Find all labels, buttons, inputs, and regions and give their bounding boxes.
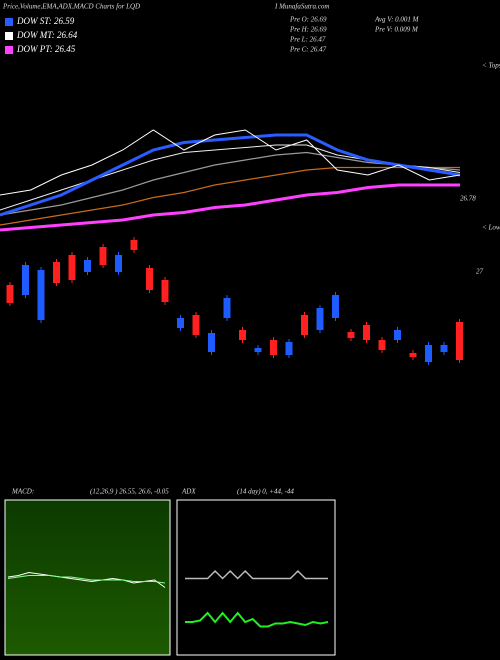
ema-line bbox=[0, 129, 461, 196]
legend-label: DOW ST: 26.59 bbox=[16, 16, 75, 26]
price-stat: Pre H: 26.69 bbox=[289, 26, 327, 34]
candle-body bbox=[378, 340, 386, 350]
price-stat: Pre C: 26.47 bbox=[289, 46, 327, 54]
candle-body bbox=[425, 345, 432, 362]
tops-label: < Tops bbox=[482, 62, 500, 70]
candle-body bbox=[239, 330, 246, 340]
plot: DOW ST: 26.59 DOW MT: 26.64 DOW PT: 26.45 P… bbox=[0, 16, 484, 628]
macd-panel bbox=[4, 499, 171, 656]
adx-line bbox=[185, 611, 329, 628]
candle-body bbox=[177, 318, 184, 328]
volume-stat: Avg V: 0.001 M bbox=[374, 16, 420, 24]
adx-panel bbox=[176, 499, 336, 656]
candle-body bbox=[68, 255, 76, 280]
candle-body bbox=[208, 333, 215, 352]
volume-stat: Pre V: 0.009 M bbox=[374, 26, 419, 34]
candle-body bbox=[22, 265, 29, 295]
candle-body bbox=[99, 247, 107, 265]
macd-line bbox=[7, 575, 166, 584]
candle-body bbox=[316, 308, 324, 330]
candle-body bbox=[332, 295, 339, 318]
candle-body bbox=[285, 342, 293, 355]
candle-body bbox=[161, 280, 169, 302]
ema-line bbox=[0, 144, 461, 211]
legend-swatch bbox=[5, 18, 13, 26]
legend-label: DOW PT: 26.45 bbox=[16, 44, 76, 54]
macd-params: (12,26,9 ) 26.55, 26.6, -0.05 bbox=[90, 488, 169, 496]
adx-params: (14 day) 0, +44, -44 bbox=[237, 488, 294, 496]
candle-body bbox=[456, 322, 463, 360]
legend-swatch bbox=[5, 46, 13, 54]
candle-body bbox=[270, 340, 277, 355]
candle-body bbox=[409, 353, 417, 357]
candle-body bbox=[37, 270, 45, 320]
candle-body bbox=[254, 348, 262, 352]
candle-body bbox=[440, 345, 448, 352]
adx-label: ADX bbox=[181, 488, 196, 496]
macd-line bbox=[7, 571, 166, 588]
chart-title: Price,Volume,EMA,ADX,MACD Charts for LQD bbox=[2, 3, 140, 11]
adx-line bbox=[185, 569, 328, 580]
candle-body bbox=[347, 332, 355, 338]
ema-line bbox=[0, 133, 461, 217]
candle-body bbox=[363, 325, 370, 340]
y-tick-label: 26.78 bbox=[460, 195, 476, 203]
lows-label: < Lows bbox=[482, 224, 500, 232]
legend-swatch bbox=[5, 32, 13, 40]
candle-body bbox=[223, 298, 231, 318]
candle-body bbox=[394, 330, 401, 340]
candle-body bbox=[53, 262, 60, 283]
candle-body bbox=[192, 315, 200, 335]
site-name: I MunafaSutra.com bbox=[274, 3, 329, 11]
macd-label: MACD: bbox=[11, 488, 34, 496]
ema-line bbox=[0, 166, 460, 226]
price-stat: Pre L: 26.47 bbox=[289, 36, 326, 44]
candle-body bbox=[301, 315, 308, 335]
price-stat: Pre O: 26.69 bbox=[289, 16, 327, 24]
candle-body bbox=[115, 255, 122, 272]
candle-body bbox=[6, 285, 14, 303]
candle-body bbox=[84, 260, 91, 272]
y-tick-label: 27 bbox=[476, 268, 484, 276]
legend-label: DOW MT: 26.64 bbox=[16, 30, 78, 40]
candle-body bbox=[146, 268, 153, 290]
ema-line bbox=[0, 183, 460, 232]
candle-body bbox=[130, 240, 138, 250]
